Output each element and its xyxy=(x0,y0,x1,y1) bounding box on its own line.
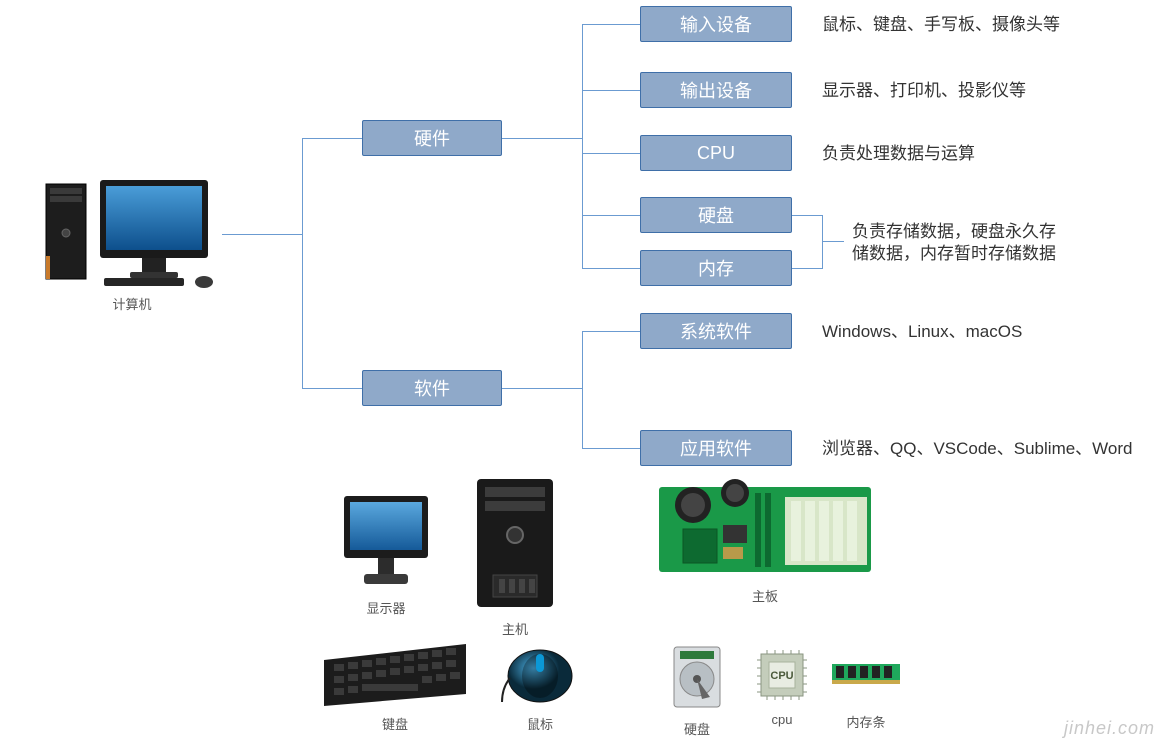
keyboard-label: 键盘 xyxy=(382,714,408,733)
connector xyxy=(582,24,640,25)
hdd-item-label: 硬盘 xyxy=(684,719,710,738)
mouse-icon xyxy=(500,640,580,710)
connector xyxy=(582,448,640,449)
hdd-item: 硬盘 xyxy=(670,645,724,738)
connector xyxy=(822,215,823,269)
ram-icon xyxy=(830,660,902,690)
hdd-label: 硬盘 xyxy=(698,202,734,228)
computer-illustration xyxy=(42,178,222,288)
connector xyxy=(502,388,582,389)
cpu-item-label: cpu xyxy=(772,712,793,727)
cpu-node: CPU xyxy=(640,135,792,171)
connector xyxy=(582,268,640,269)
hardware-label: 硬件 xyxy=(414,125,450,151)
tower-icon xyxy=(465,475,565,615)
tower-label: 主机 xyxy=(502,619,528,638)
software-node: 软件 xyxy=(362,370,502,406)
connector xyxy=(302,388,362,389)
motherboard-icon xyxy=(655,475,875,580)
software-label: 软件 xyxy=(414,375,450,401)
keyboard-item: 键盘 xyxy=(320,640,470,733)
svg-text:CPU: CPU xyxy=(770,670,793,682)
cpu-item: CPU cpu xyxy=(755,648,809,727)
output-node: 输出设备 xyxy=(640,72,792,108)
system-desc: Windows、Linux、macOS xyxy=(822,321,1022,343)
connector xyxy=(792,268,822,269)
monitor-label: 显示器 xyxy=(366,598,405,617)
cpu-icon: CPU xyxy=(755,648,809,702)
system-node: 系统软件 xyxy=(640,313,792,349)
input-label: 输入设备 xyxy=(680,11,752,37)
connector xyxy=(302,138,303,388)
watermark: jinhei.com xyxy=(1064,718,1155,739)
app-node: 应用软件 xyxy=(640,430,792,466)
connector xyxy=(582,24,583,268)
connector xyxy=(582,215,640,216)
system-label: 系统软件 xyxy=(680,318,752,344)
app-desc: 浏览器、QQ、VSCode、Sublime、Word xyxy=(822,438,1133,460)
storage-desc: 负责存储数据，硬盘永久存 储数据，内存暂时存储数据 xyxy=(852,221,1056,265)
connector xyxy=(582,153,640,154)
ram-item-label: 内存条 xyxy=(846,712,885,731)
connector xyxy=(582,331,583,448)
tower-item: 主机 xyxy=(465,475,565,638)
mouse-label: 鼠标 xyxy=(527,714,553,733)
connector xyxy=(502,138,582,139)
hdd-node: 硬盘 xyxy=(640,197,792,233)
motherboard-label: 主板 xyxy=(752,586,778,605)
hardware-node: 硬件 xyxy=(362,120,502,156)
keyboard-icon xyxy=(320,640,470,710)
ram-item: 内存条 xyxy=(830,660,902,731)
connector xyxy=(222,234,302,235)
root-label: 计算机 xyxy=(42,294,222,313)
connector xyxy=(582,331,640,332)
connector xyxy=(792,215,822,216)
connector xyxy=(822,241,844,242)
cpu-desc: 负责处理数据与运算 xyxy=(822,143,975,165)
cpu-label: CPU xyxy=(697,143,735,164)
output-label: 输出设备 xyxy=(680,77,752,103)
connector xyxy=(302,138,362,139)
hdd-icon xyxy=(670,645,724,713)
connector xyxy=(582,90,640,91)
monitor-icon xyxy=(340,492,432,592)
input-desc: 鼠标、键盘、手写板、摄像头等 xyxy=(822,14,1060,36)
motherboard-item: 主板 xyxy=(655,475,875,605)
output-desc: 显示器、打印机、投影仪等 xyxy=(822,80,1026,102)
mouse-item: 鼠标 xyxy=(500,640,580,733)
ram-node: 内存 xyxy=(640,250,792,286)
monitor-item: 显示器 xyxy=(340,492,432,617)
input-node: 输入设备 xyxy=(640,6,792,42)
app-label: 应用软件 xyxy=(680,435,752,461)
ram-label: 内存 xyxy=(698,255,734,281)
